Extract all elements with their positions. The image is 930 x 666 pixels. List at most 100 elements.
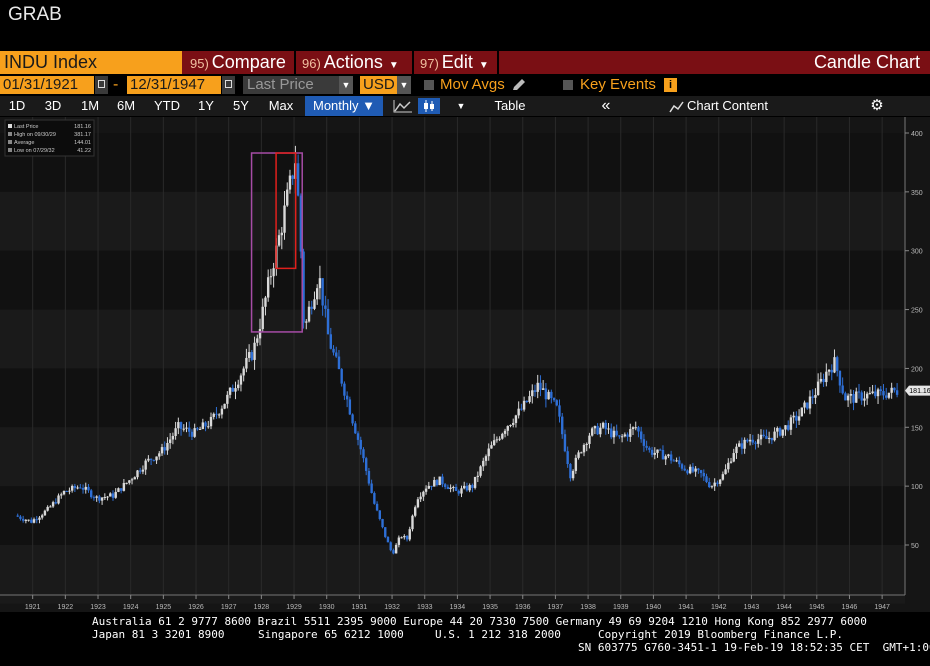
range-button-3d[interactable]: 3D [44, 98, 62, 113]
candle-body [400, 537, 403, 539]
candle-body [601, 422, 605, 428]
footer-contacts-line: Australia 61 2 9777 8600 Brazil 5511 239… [92, 615, 867, 628]
end-date-field[interactable]: 12/31/1947 [127, 76, 221, 94]
candle-body [748, 439, 752, 442]
candle-body [256, 338, 259, 343]
x-tick-label: 1942 [711, 604, 727, 611]
pencil-icon[interactable] [511, 78, 527, 92]
collapse-icon[interactable]: « [601, 97, 611, 114]
candle-body [590, 428, 594, 436]
range-button-max[interactable]: Max [268, 98, 294, 113]
range-button-6m[interactable]: 6M [116, 98, 136, 113]
candle-body [697, 468, 700, 471]
candle-body [427, 485, 431, 489]
candle-body [209, 416, 213, 427]
candle-body [482, 460, 485, 467]
line-chart-icon[interactable] [392, 98, 414, 114]
candle-body [879, 389, 882, 392]
y-tick-label: 250 [911, 308, 923, 315]
candle-body [596, 426, 599, 435]
actions-menu-number: 96) [302, 56, 321, 71]
candle-body [784, 425, 787, 430]
candle-body [547, 391, 550, 400]
ticker-field[interactable]: INDU Index [0, 51, 182, 74]
gear-icon[interactable]: ⚙ [870, 97, 884, 114]
candle-body [198, 428, 202, 430]
candle-body [403, 536, 406, 538]
chevron-down-icon[interactable]: ▼ [456, 101, 466, 111]
range-button-1d[interactable]: 1D [8, 98, 26, 113]
candle-body [362, 449, 365, 459]
candle-body [217, 414, 221, 416]
candle-body [46, 506, 49, 511]
candle-body [158, 453, 161, 457]
range-button-1y[interactable]: 1Y [198, 98, 214, 113]
range-button-ytd[interactable]: YTD [154, 98, 180, 113]
period-select[interactable]: Monthly ▼ [305, 96, 383, 116]
last-price-label: 181.16 [909, 388, 930, 395]
candle-body [41, 515, 44, 518]
start-date-field[interactable]: 01/31/1921 [0, 76, 94, 94]
key-events-checkbox[interactable] [563, 80, 573, 90]
candle-body [416, 499, 420, 508]
candle-body [830, 369, 833, 373]
candle-body [139, 470, 142, 472]
range-button-1m[interactable]: 1M [80, 98, 100, 113]
edit-menu[interactable]: 97) Edit ▼ [420, 51, 489, 74]
candle-body [326, 308, 330, 335]
compare-menu[interactable]: 95) Compare [190, 51, 286, 74]
info-icon[interactable]: i [664, 78, 677, 92]
mov-avgs-checkbox[interactable] [424, 80, 434, 90]
currency-select[interactable]: USD [360, 76, 397, 94]
candle-body [288, 175, 292, 190]
price-chart[interactable]: 400 350 300 250 200 150 100 50 1921 1922 1923 1924… [0, 117, 930, 612]
candle-body [348, 399, 352, 415]
candle-body [759, 434, 763, 440]
chart-content-button[interactable]: Chart Content [687, 98, 768, 113]
x-tick-label: 1925 [156, 604, 172, 611]
actions-menu[interactable]: 96) Actions ▼ [302, 51, 399, 74]
key-events-label[interactable]: Key Events [580, 76, 656, 93]
footer-contact-japan: Japan 81 3 3201 8900 [92, 628, 225, 641]
candle-body [166, 442, 169, 451]
candle-body [849, 394, 853, 396]
chart-band [0, 368, 905, 428]
candle-body [571, 470, 575, 479]
candle-body [280, 232, 283, 236]
chevron-down-icon[interactable]: ▼ [339, 76, 353, 94]
last-price-tag [905, 385, 930, 396]
candle-body [563, 434, 567, 452]
table-button[interactable]: Table [494, 98, 526, 113]
candle-body [729, 461, 733, 463]
candle-chart-icon[interactable] [418, 98, 440, 114]
compare-menu-label: Compare [211, 52, 286, 72]
candle-body [786, 425, 790, 430]
candle-body [705, 476, 708, 483]
calendar-icon[interactable] [222, 76, 235, 94]
edit-menu-label: Edit [441, 52, 473, 72]
candle-body [887, 392, 891, 398]
candle-body [735, 446, 738, 454]
chart-content-icon[interactable] [669, 100, 685, 113]
legend-value: 381.17 [74, 132, 91, 138]
field-select[interactable]: Last Price [243, 76, 339, 94]
x-tick-label: 1931 [352, 604, 368, 611]
candle-body [702, 473, 705, 477]
candle-body [171, 435, 175, 440]
actions-menu-label: Actions [323, 52, 383, 72]
chevron-down-icon[interactable]: ▼ [397, 76, 411, 94]
candle-body [103, 497, 107, 499]
candle-body [21, 518, 25, 521]
candle-body [122, 483, 126, 491]
candle-body [846, 395, 850, 401]
calendar-icon[interactable] [95, 76, 108, 94]
candle-body [577, 452, 580, 458]
mov-avgs-label[interactable]: Mov Avgs [440, 76, 505, 93]
candle-body [580, 452, 583, 454]
candle-body [503, 430, 507, 434]
candle-body [550, 391, 553, 399]
candle-body [307, 306, 311, 322]
range-button-5y[interactable]: 5Y [233, 98, 249, 113]
candle-body [778, 428, 782, 436]
candle-body [335, 352, 338, 357]
